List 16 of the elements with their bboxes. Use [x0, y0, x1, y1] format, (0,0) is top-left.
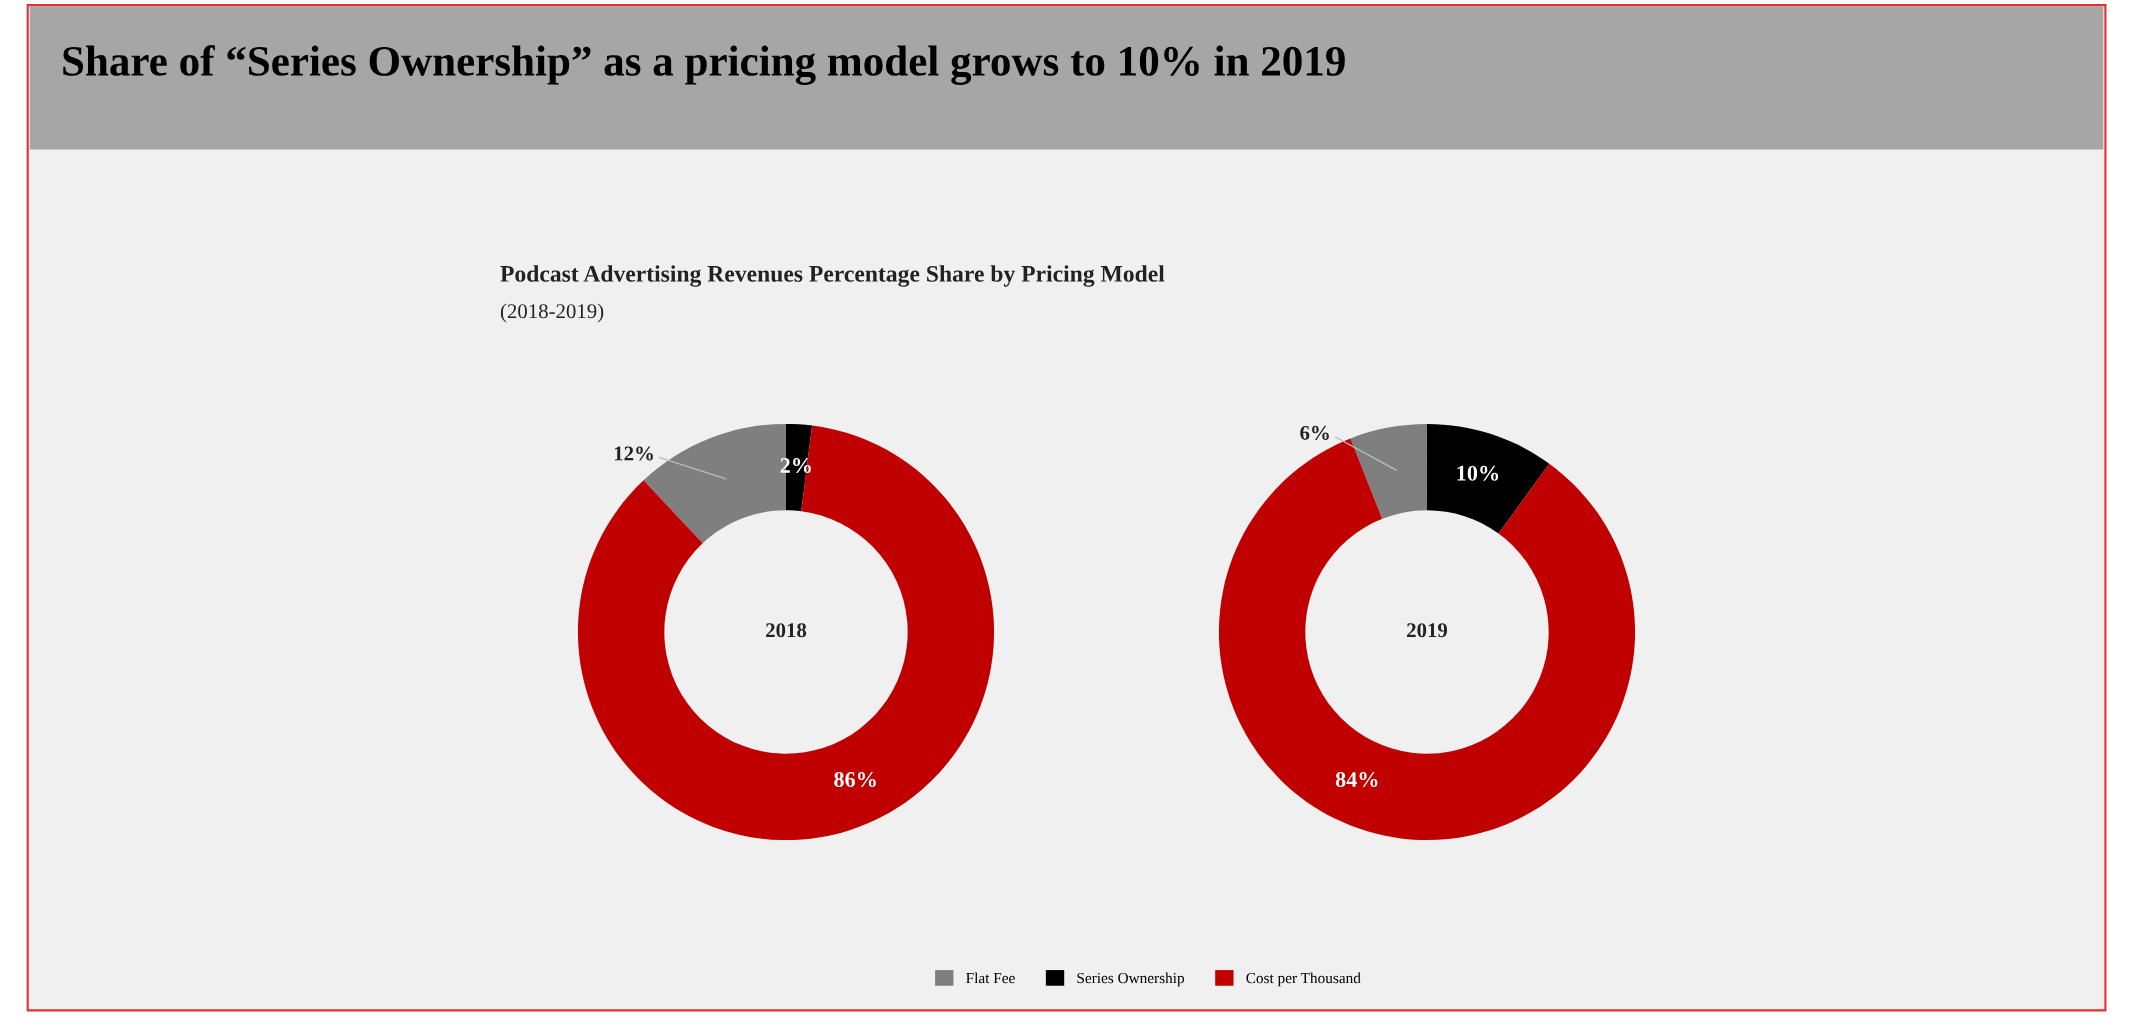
data-label: 84%: [1335, 772, 1378, 788]
donut-slice: [1427, 423, 1550, 534]
legend-label: Series Ownership: [1077, 972, 1185, 987]
donut-slice: [1350, 423, 1427, 519]
donut-slice: [577, 425, 995, 841]
data-label: 6%: [1300, 425, 1329, 440]
donut-slice: [1218, 438, 1636, 841]
legend-label: Cost per Thousand: [1246, 972, 1361, 987]
data-label: 12%: [614, 446, 653, 461]
text: 2018: [766, 623, 807, 638]
data-label: 86%: [834, 772, 876, 788]
chart-title: Share of “Series Ownership” as a pricing model grows to 10% in 2019: [63, 45, 1345, 85]
text: 2019: [1407, 623, 1448, 638]
data-label: 10%: [1457, 465, 1499, 481]
legend-label: Flat Fee: [966, 972, 1015, 984]
chart-subtitle: Podcast Advertising Revenues Percentage Share by Pricing Model (2018-2019): [500, 265, 1165, 323]
